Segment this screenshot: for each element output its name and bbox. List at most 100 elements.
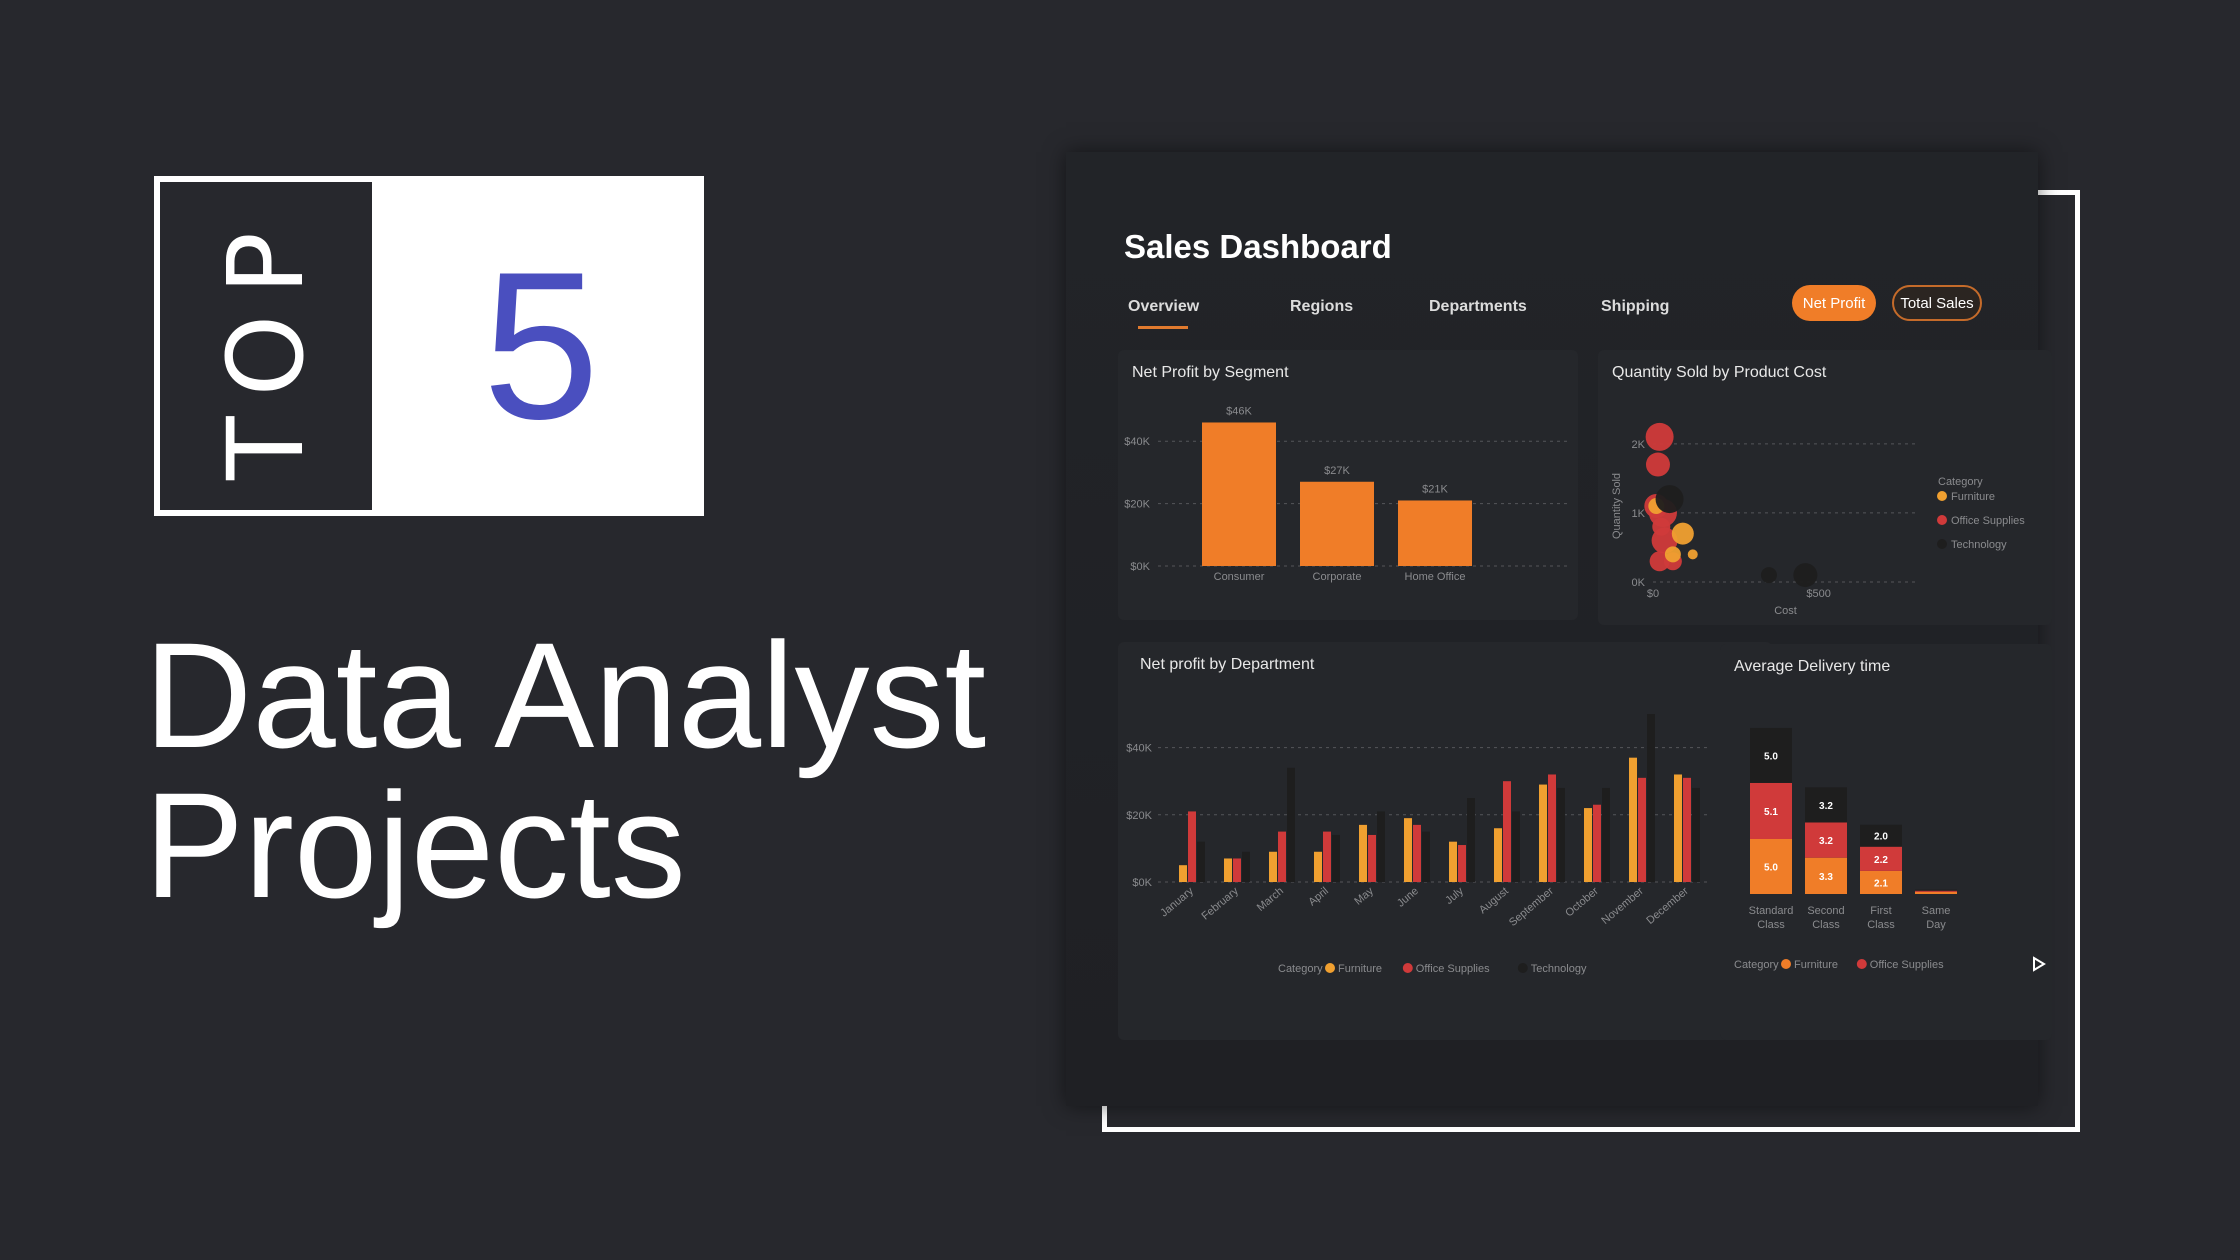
bar: [1377, 811, 1385, 882]
scatter-point: [1687, 549, 1698, 560]
x-tick-label: September: [1507, 885, 1556, 929]
net-profit-toggle[interactable]: Net Profit: [1792, 285, 1876, 321]
card-average-delivery-time: Average Delivery time 5.0 5.1 5.0 Standard C…: [1720, 644, 2052, 1040]
tab-departments[interactable]: Departments: [1429, 298, 1527, 315]
scatter-point: [1793, 563, 1818, 588]
x-tick-label: Class: [1867, 919, 1895, 931]
chart-title: Net Profit by Segment: [1132, 364, 1289, 381]
dashboard-screenshot: Sales Dashboard Overview Regions Departm…: [1066, 152, 2052, 1106]
scatter-point: [1652, 517, 1671, 536]
bar: [1332, 834, 1340, 882]
x-tick-label: October: [1563, 885, 1601, 920]
tab-regions[interactable]: Regions: [1290, 298, 1354, 315]
legend-swatch: [1856, 959, 1867, 969]
stacked-bar-segment: [1915, 890, 1957, 892]
bar: [1287, 767, 1295, 882]
top-label: TOP: [205, 211, 327, 481]
x-tick-label: Corporate: [1313, 571, 1362, 583]
stacked-bar-segment: [1750, 727, 1792, 783]
tab-overview[interactable]: Overview: [1128, 298, 1200, 315]
scatter-point: [1664, 546, 1681, 563]
data-label: 5.0: [1764, 863, 1778, 874]
y-tick-label: 0K: [1632, 577, 1646, 589]
legend-entry: Furniture: [1794, 959, 1838, 971]
bar: [1629, 757, 1637, 882]
bar: [1224, 858, 1232, 882]
x-tick-label: Same: [1922, 905, 1951, 917]
bar: [1647, 714, 1655, 882]
total-sales-toggle[interactable]: Total Sales: [1892, 285, 1982, 321]
x-tick-label: $0: [1647, 588, 1659, 600]
x-tick-label: Second: [1807, 905, 1844, 917]
bar: [1638, 777, 1646, 882]
y-tick-label: $40K: [1124, 436, 1150, 448]
bar: [1197, 841, 1205, 882]
bar: [1368, 834, 1376, 882]
x-tick-label: January: [1158, 885, 1196, 920]
x-tick-label: Day: [1926, 919, 1946, 931]
x-tick-label: August: [1477, 885, 1511, 916]
stacked-bar-segment: [1805, 857, 1847, 894]
chart-title: Net profit by Department: [1140, 656, 1315, 673]
y-axis-label: Quantity Sold: [1611, 473, 1623, 539]
data-label: 3.2: [1819, 801, 1833, 812]
scatter-point: [1645, 452, 1670, 477]
x-tick-label: Class: [1757, 919, 1785, 931]
bar: [1314, 851, 1322, 882]
bar: [1233, 858, 1241, 882]
x-tick-label: November: [1599, 885, 1646, 927]
bar: [1512, 811, 1520, 882]
legend-next-arrow-icon: [2033, 956, 2046, 972]
x-tick-label: May: [1352, 885, 1376, 908]
bar: [1683, 777, 1691, 882]
bar: [1503, 781, 1511, 882]
department-chart: $0K $20K $40K January February March April May J…: [1126, 714, 1708, 975]
bar: [1548, 774, 1556, 882]
bar: [1584, 808, 1592, 882]
legend-entry: Office Supplies: [1870, 959, 1944, 971]
x-tick-label: Standard: [1749, 905, 1794, 917]
legend-swatch: [1781, 959, 1791, 969]
stacked-bar-segment: [1860, 824, 1902, 847]
top-number: 5: [482, 228, 600, 463]
data-label: 3.2: [1819, 836, 1833, 847]
delivery-chart: 5.0 5.1 5.0 Standard Class 3.3 3.2 3.2 Second Cla…: [1734, 727, 2046, 972]
legend-entry: Furniture: [1338, 963, 1382, 975]
card-net-profit-by-department: Net profit by Department $0K $20K $40K Janu…: [1118, 642, 1772, 1040]
x-tick-label: June: [1395, 885, 1421, 910]
card-net-profit-by-segment: Net Profit by Segment $0K $20K $40K $46K Con…: [1118, 350, 1578, 620]
y-tick-label: 1K: [1632, 508, 1646, 520]
stacked-bar-segment: [1915, 891, 1957, 894]
headline-line-2: Projects: [144, 761, 686, 929]
scatter-point: [1649, 551, 1670, 572]
chart-title: Quantity Sold by Product Cost: [1612, 364, 1827, 381]
bar: [1557, 787, 1565, 882]
dashboard-title: Sales Dashboard: [1124, 228, 1392, 265]
data-label: 2.0: [1874, 832, 1888, 843]
bar: [1278, 831, 1286, 882]
data-label: 3.3: [1819, 872, 1833, 883]
bar: [1692, 787, 1700, 882]
y-tick-label: $20K: [1124, 499, 1150, 511]
x-axis-label: Cost: [1774, 605, 1797, 617]
x-tick-label: December: [1644, 885, 1691, 927]
x-tick-label: April: [1306, 885, 1331, 908]
x-tick-label: Consumer: [1214, 571, 1265, 583]
legend-swatch: [1402, 963, 1413, 973]
x-tick-label: July: [1443, 885, 1466, 907]
legend-entry: Office Supplies: [1416, 963, 1490, 975]
x-tick-label: Class: [1812, 919, 1840, 931]
data-label: 5.0: [1764, 751, 1778, 762]
bar: [1593, 804, 1601, 882]
y-tick-label: $40K: [1126, 743, 1152, 755]
y-tick-label: $0K: [1132, 877, 1152, 889]
stacked-bar-segment: [1805, 822, 1847, 858]
headline: Data Analyst Projects: [144, 620, 1044, 920]
bar: [1404, 818, 1412, 882]
bar: [1188, 811, 1196, 882]
bar: [1602, 787, 1610, 882]
tab-shipping[interactable]: Shipping: [1601, 298, 1670, 315]
active-tab-indicator: [1138, 326, 1188, 329]
legend-entry: Office Supplies: [1951, 515, 2025, 527]
scatter-point: [1760, 567, 1777, 584]
